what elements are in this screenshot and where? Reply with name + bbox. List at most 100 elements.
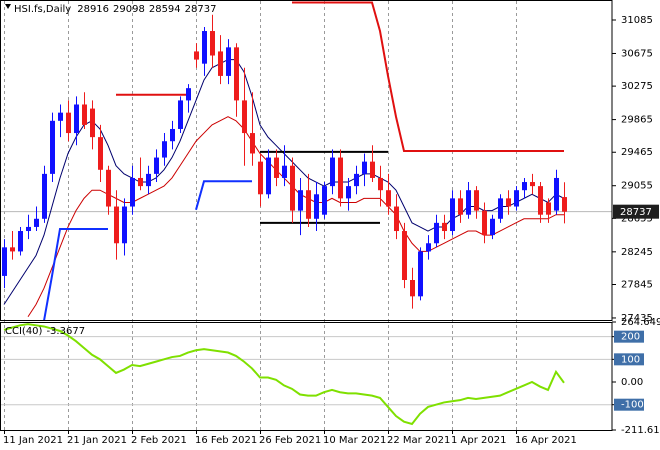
- x-tick-label: 21 Jan 2021: [67, 435, 127, 446]
- candle-body: [2, 247, 7, 276]
- header-open: 28916: [77, 4, 109, 15]
- candle-body: [322, 186, 327, 215]
- chart-title: HSI.fs,Daily: [14, 4, 71, 15]
- candle-body: [554, 177, 559, 211]
- candle-body: [538, 186, 543, 215]
- candle-body: [522, 182, 527, 191]
- candle-body: [490, 218, 495, 236]
- candle-body: [58, 112, 63, 121]
- candle-body: [482, 210, 487, 236]
- candle-body: [426, 243, 431, 252]
- candle-body: [98, 137, 103, 170]
- indicator-value: -3.3677: [46, 326, 85, 337]
- candle-body: [394, 206, 399, 232]
- candle-body: [346, 186, 351, 199]
- x-tick-label: 2 Feb 2021: [131, 435, 187, 446]
- candle-body: [242, 100, 247, 134]
- candle-body: [178, 100, 183, 129]
- y-tick-label: -211.614: [621, 425, 660, 436]
- current-price-box: [613, 204, 659, 219]
- candle-body: [226, 47, 231, 76]
- candle-body: [82, 104, 87, 125]
- x-tick-label: 1 Apr 2021: [451, 435, 506, 446]
- header-close: 28737: [185, 4, 217, 15]
- x-tick-label: 10 Mar 2021: [323, 435, 386, 446]
- candle-body: [106, 169, 111, 207]
- candle-body: [338, 157, 343, 199]
- y-tick-label: 30275: [621, 81, 653, 92]
- candle-body: [218, 51, 223, 76]
- line-series: [43, 227, 108, 320]
- candle-body: [170, 128, 175, 142]
- candle-body: [458, 198, 463, 215]
- x-tick-label: 16 Apr 2021: [515, 435, 577, 446]
- candle-body: [418, 251, 423, 297]
- x-tick-label: 26 Feb 2021: [259, 435, 321, 446]
- price-frame: [0, 0, 613, 321]
- line-series: [195, 180, 252, 211]
- candle-body: [410, 280, 415, 297]
- candle-body: [138, 177, 143, 187]
- y-tick-label: 100: [621, 354, 640, 365]
- candle-body: [130, 177, 135, 207]
- line-series: [27, 116, 564, 318]
- indicator-frame: [0, 322, 613, 431]
- candle-body: [154, 157, 159, 174]
- candle-body: [530, 182, 535, 187]
- candle-body: [114, 206, 119, 244]
- x-tick-label: 11 Jan 2021: [3, 435, 63, 446]
- candle-body: [466, 190, 471, 215]
- candle-body: [514, 190, 519, 207]
- candle-body: [562, 197, 567, 212]
- candle-body: [122, 206, 127, 244]
- candle-body: [314, 194, 319, 219]
- candle-body: [146, 173, 151, 187]
- candle-body: [258, 161, 263, 195]
- y-tick-label: 30675: [621, 48, 653, 59]
- candle-body: [306, 190, 311, 219]
- indicator-panel: [0, 323, 612, 426]
- chart-header: HSI.fs,Daily 28916 29098 28594 28737: [14, 4, 216, 15]
- line-series: [3, 323, 565, 426]
- level-label-box: [614, 353, 644, 366]
- candle-body: [42, 173, 47, 219]
- candle-body: [442, 222, 447, 232]
- y-tick-label: 29465: [621, 147, 653, 158]
- candle-body: [378, 177, 383, 191]
- x-tick-label: 16 Feb 2021: [195, 435, 257, 446]
- candle-body: [210, 31, 215, 56]
- y-tick-label: 200: [621, 332, 640, 343]
- candle-body: [266, 157, 271, 195]
- indicator-title: CCI(40): [5, 326, 43, 337]
- header-low: 28594: [149, 4, 181, 15]
- candle-body: [450, 198, 455, 232]
- candle-body: [234, 47, 239, 101]
- candle-body: [50, 120, 55, 174]
- y-tick-label: 27845: [621, 279, 653, 290]
- candle-body: [546, 202, 551, 215]
- y-tick-label: 0.00: [621, 377, 643, 388]
- candle-body: [202, 31, 207, 64]
- candle-body: [506, 198, 511, 207]
- candle-body: [282, 165, 287, 178]
- y-tick-label: 28245: [621, 247, 653, 258]
- candle-body: [90, 108, 95, 138]
- candle-body: [370, 161, 375, 178]
- y-tick-label: 31085: [621, 15, 653, 26]
- candle-body: [194, 51, 199, 60]
- symbol-icon: [5, 4, 11, 9]
- candle-body: [354, 173, 359, 187]
- price-panel: [0, 1, 612, 320]
- candle-body: [290, 165, 295, 211]
- indicator-header: CCI(40) -3.3677: [5, 326, 85, 337]
- candle-body: [10, 247, 15, 252]
- y-tick-label: 29865: [621, 115, 653, 126]
- level-label-box: [614, 398, 644, 411]
- candle-body: [66, 112, 71, 134]
- candle-body: [74, 104, 79, 134]
